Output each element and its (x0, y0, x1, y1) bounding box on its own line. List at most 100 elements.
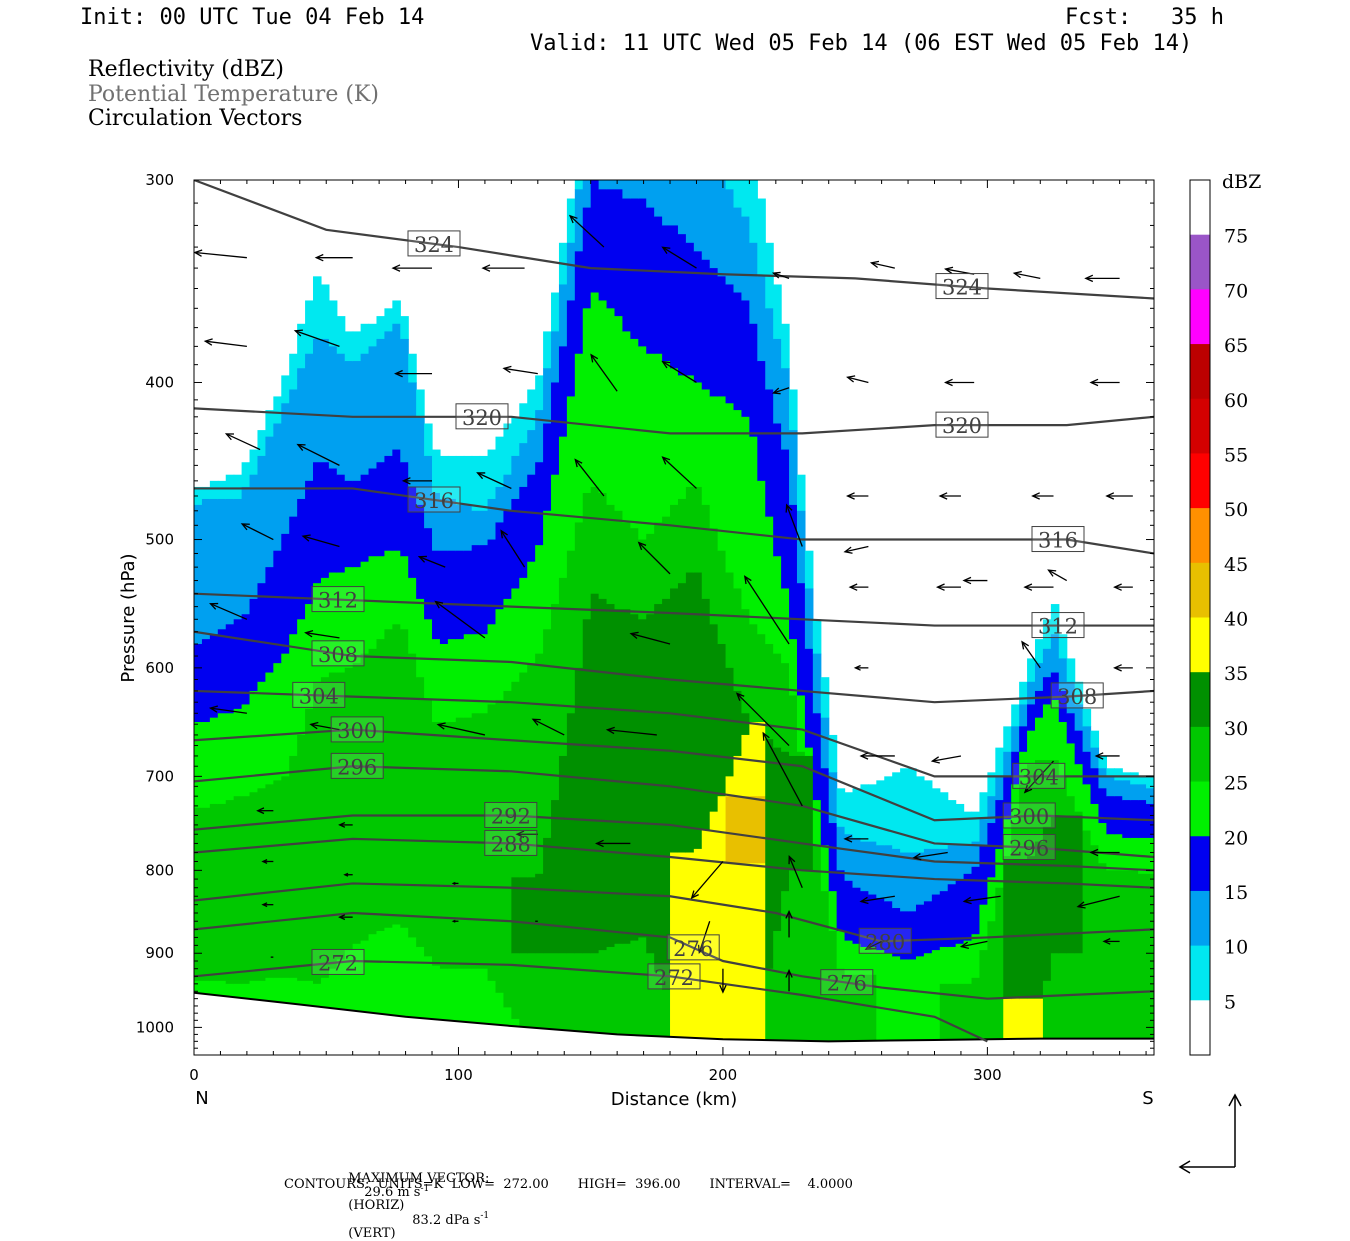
reflectivity-cell (884, 901, 893, 954)
reflectivity-cell (376, 930, 386, 1055)
reflectivity-cell (455, 717, 465, 970)
circulation-vector (938, 492, 961, 500)
reflectivity-cell (947, 800, 957, 846)
reflectivity-cell (1090, 845, 1100, 1055)
circulation-vector (304, 630, 340, 639)
circulation-vector (843, 835, 869, 843)
circulation-vector (476, 472, 512, 490)
reflectivity-cell (416, 598, 425, 678)
reflectivity-cell (995, 848, 1004, 889)
reflectivity-cell (709, 180, 719, 269)
reflectivity-cell (479, 455, 489, 512)
contour-label-box (1031, 612, 1085, 639)
reflectivity-cell (400, 556, 409, 630)
reflectivity-cell (194, 504, 203, 645)
circulation-vector (661, 246, 697, 269)
vector-head (1021, 640, 1030, 650)
reflectivity-cell (725, 796, 735, 864)
reflectivity-cell (1130, 870, 1139, 1055)
contour-label-272: 272 (311, 948, 365, 975)
reflectivity-cell (281, 403, 290, 535)
vector-shaft (590, 354, 618, 392)
reflectivity-cell (804, 550, 814, 590)
vector-shaft (638, 542, 671, 575)
x-start-label: N (195, 1088, 208, 1109)
reflectivity-cell (1090, 803, 1100, 846)
contour-label-320: 320 (935, 411, 989, 438)
max-vector-label: MAXIMUM VECTOR: (348, 1171, 490, 1186)
contour-label-280: 280 (858, 927, 912, 954)
reflectivity-cell (1058, 658, 1068, 692)
theta-contour-308 (194, 630, 1154, 704)
reflectivity-cell (535, 410, 544, 463)
reflectivity-cell (868, 784, 877, 843)
reflectivity-cell (225, 624, 235, 714)
reflectivity-cell (796, 583, 806, 697)
reflectivity-cell (828, 930, 838, 1055)
reflectivity-cell (725, 180, 735, 190)
contour-label-box (1002, 834, 1056, 861)
vector-shaft (788, 856, 803, 888)
vector-head (848, 583, 858, 591)
reflectivity-cell (328, 346, 338, 470)
reflectivity-cell (773, 930, 782, 1055)
y-tick-label: 1000 (136, 1018, 174, 1036)
reflectivity-cell (709, 811, 719, 1048)
vector-head (843, 546, 853, 554)
reflectivity-cell (527, 663, 536, 878)
circulation-vector (962, 895, 1001, 905)
contour-label-276: 276 (820, 969, 874, 996)
reflectivity-cell (503, 474, 512, 512)
theta-contour-272 (194, 959, 988, 1043)
reflectivity-cell (376, 639, 386, 932)
reflectivity-cell (408, 653, 417, 939)
vector-shaft (860, 895, 895, 903)
circulation-vector (500, 529, 526, 568)
reflectivity-cell (447, 722, 457, 970)
reflectivity-cell (590, 486, 600, 595)
reflectivity-cell (511, 877, 520, 954)
vector-head (859, 752, 869, 760)
vector-shaft (503, 367, 538, 375)
circulation-vector (194, 249, 247, 259)
reflectivity-cell (654, 180, 663, 218)
reflectivity-cell (638, 198, 647, 347)
contour-label-text: 300 (337, 719, 377, 743)
reflectivity-cell (209, 803, 219, 982)
reflectivity-cell (1003, 751, 1012, 777)
reflectivity-cell (265, 784, 274, 979)
reflectivity-cell (297, 323, 306, 369)
contour-label-324: 324 (935, 273, 989, 300)
reflectivity-cell (376, 556, 386, 640)
circulation-vector (256, 807, 274, 815)
circulation-vector (785, 968, 793, 992)
vector-head (1094, 752, 1104, 760)
colorbar-level-label: 30 (1224, 718, 1248, 740)
reflectivity-cell (685, 486, 695, 574)
reflectivity-cell (551, 382, 560, 476)
reflectivity-cell (217, 498, 227, 630)
reflectivity-cell (313, 462, 322, 584)
reflectivity-cell (535, 375, 544, 411)
reflectivity-cell (844, 792, 854, 835)
reflectivity-cell (551, 604, 560, 801)
reflectivity-cell (1019, 726, 1028, 753)
reflectivity-cell (796, 755, 806, 871)
reflectivity-cell (249, 792, 259, 982)
circulation-vector (1023, 760, 1054, 794)
vector-shaft (964, 895, 1001, 903)
reflectivity-cell (662, 598, 671, 991)
reflectivity-cell (1082, 708, 1092, 727)
vector-shaft (302, 535, 340, 548)
reflectivity-cell (900, 768, 909, 854)
reflectivity-cell (868, 841, 877, 896)
reflectivity-cell (804, 870, 814, 1055)
reflectivity-cell (1019, 751, 1028, 785)
reflectivity-cell (995, 800, 1004, 850)
vector-shaft (305, 632, 340, 639)
reflectivity-cell (495, 436, 505, 488)
reflectivity-cell (741, 416, 750, 610)
reflectivity-cell (352, 480, 362, 568)
contour-label-text: 280 (865, 930, 905, 954)
reflectivity-cell (352, 331, 362, 362)
